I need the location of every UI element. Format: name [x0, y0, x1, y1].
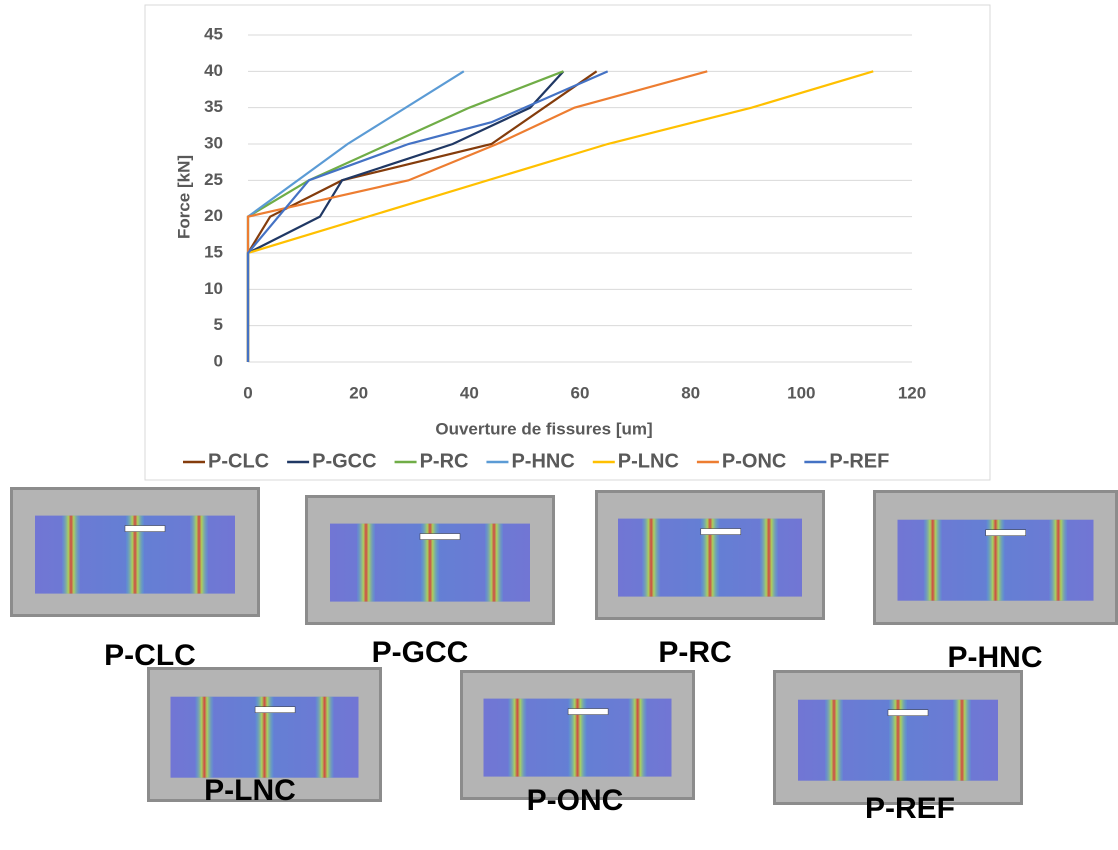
y-tick-label: 10	[204, 279, 223, 298]
crack-band	[701, 518, 719, 597]
crack-band	[190, 515, 208, 594]
x-tick-label: 80	[681, 383, 700, 402]
photo-label: P-CLC	[104, 639, 196, 672]
crack-band	[825, 699, 843, 781]
photo-label: P-RC	[658, 636, 731, 669]
crack-band	[628, 698, 647, 777]
crack-band	[62, 515, 80, 594]
crack-band	[1049, 519, 1068, 601]
crack-band	[421, 523, 439, 602]
crack-band	[953, 699, 971, 781]
y-tick-label: 30	[204, 133, 223, 152]
series-line	[246, 70, 609, 362]
y-tick-label: 5	[214, 315, 223, 334]
legend-label: P-LNC	[618, 450, 679, 472]
y-tick-label: 25	[204, 170, 223, 189]
photo-label: P-LNC	[204, 774, 296, 807]
crack-band	[357, 523, 375, 602]
legend-label: P-CLC	[208, 450, 269, 472]
x-tick-label: 40	[460, 383, 479, 402]
y-tick-label: 20	[204, 206, 223, 225]
annotation-box	[124, 525, 166, 532]
annotation-box	[567, 708, 609, 715]
crack-band	[759, 518, 778, 597]
crack-band	[568, 698, 587, 777]
photo-label: P-REF	[865, 792, 955, 825]
crack-band	[889, 699, 907, 781]
crack-band	[642, 518, 661, 597]
crack-band	[126, 515, 144, 594]
annotation-box	[700, 528, 742, 535]
annotation-box	[985, 529, 1026, 536]
y-tick-label: 40	[204, 61, 223, 80]
y-tick-label: 45	[204, 24, 223, 43]
annotation-box	[887, 709, 929, 716]
x-tick-label: 120	[898, 383, 926, 402]
photo-label: P-HNC	[948, 641, 1043, 674]
crack-band	[195, 696, 214, 778]
legend-label: P-GCC	[312, 450, 376, 472]
y-tick-label: 35	[204, 97, 223, 116]
crack-band	[923, 519, 942, 601]
crack-band	[315, 696, 334, 778]
crack-band	[508, 698, 527, 777]
photo-label: P-GCC	[372, 636, 469, 669]
legend-label: P-ONC	[722, 450, 786, 472]
crack-band	[255, 696, 274, 778]
x-axis-title: Ouverture de fissures [um]	[435, 419, 652, 438]
legend-label: P-RC	[420, 450, 469, 472]
photo-label: P-ONC	[527, 784, 624, 817]
y-tick-label: 0	[214, 351, 223, 370]
y-axis-title: Force [kN]	[174, 155, 193, 239]
x-tick-label: 20	[349, 383, 368, 402]
x-tick-label: 60	[571, 383, 590, 402]
crack-band	[986, 519, 1005, 601]
chart-frame	[144, 4, 991, 481]
annotation-box	[254, 706, 296, 713]
crack-band	[485, 523, 503, 602]
x-tick-label: 100	[787, 383, 815, 402]
legend-label: P-REF	[829, 450, 889, 472]
x-tick-label: 0	[243, 383, 252, 402]
annotation-box	[419, 533, 461, 540]
legend-label: P-HNC	[511, 450, 574, 472]
y-tick-label: 15	[204, 242, 223, 261]
